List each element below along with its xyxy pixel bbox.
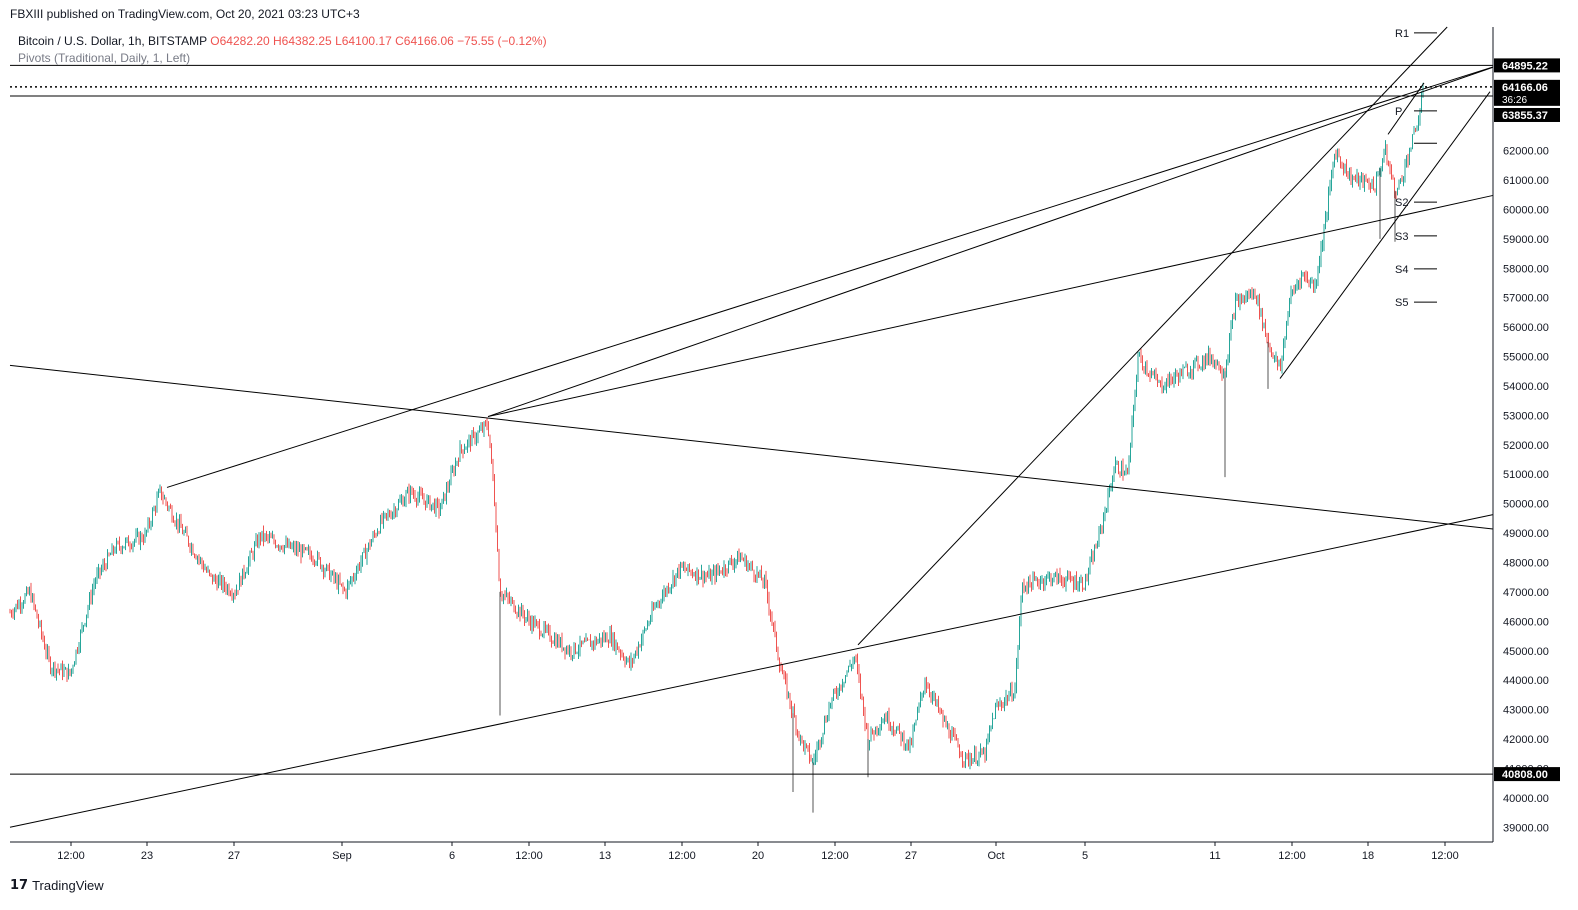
time-tick-label: 12:00 (57, 850, 85, 862)
trend-line (857, 26, 1448, 646)
price-tick-label: 44000.00 (1503, 675, 1549, 687)
symbol-legend: Bitcoin / U.S. Dollar, 1h, BITSTAMP O642… (18, 34, 547, 48)
pivot-label: R1 (1395, 28, 1409, 40)
trend-line (9, 514, 1494, 828)
time-tick-label: 27 (228, 850, 240, 862)
price-tick-label: 62000.00 (1503, 146, 1549, 158)
trend-line (487, 66, 1494, 418)
pivot-label: P (1395, 106, 1402, 118)
price-tick-label: 60000.00 (1503, 204, 1549, 216)
price-tag-label: 64166.06 (1502, 82, 1548, 94)
time-axis: 12:00 23 27 Sep 6 12:00 13 12:00 20 12:00 27 Oct 5 11… (57, 842, 1459, 862)
price-tag-label: 64895.22 (1502, 60, 1548, 72)
price-tick-label: 55000.00 (1503, 352, 1549, 364)
spike-wicks-layer (499, 168, 1396, 813)
price-tag (1494, 107, 1560, 122)
time-tick-label: 12:00 (1431, 850, 1459, 862)
time-tick-label: 12:00 (1278, 850, 1306, 862)
price-tag-label: 40808.00 (1502, 769, 1548, 781)
pivot-label: S2 (1395, 197, 1408, 209)
price-tick-label: 40000.00 (1503, 793, 1549, 805)
price-tick-label: 56000.00 (1503, 322, 1549, 334)
time-tick-label: Oct (987, 850, 1004, 862)
trend-lines-layer (9, 26, 1494, 828)
trend-line (9, 364, 1494, 530)
trend-line (1279, 91, 1491, 379)
time-tick-label: 20 (752, 850, 764, 862)
time-tick-label: 12:00 (515, 850, 543, 862)
pivot-label: S3 (1395, 231, 1408, 243)
price-tag (1494, 767, 1560, 782)
price-tag-countdown: 36:26 (1502, 95, 1527, 106)
price-tick-label: 42000.00 (1503, 734, 1549, 746)
candles-layer (9, 82, 1424, 770)
price-tick-label: 49000.00 (1503, 528, 1549, 540)
time-tick-label: 23 (141, 850, 153, 862)
tradingview-logo-icon: 17 (10, 878, 29, 893)
price-tick-label: 57000.00 (1503, 293, 1549, 305)
price-tick-label: 52000.00 (1503, 440, 1549, 452)
price-axis: 39000.0040000.0041000.0042000.0043000.00… (1503, 146, 1549, 835)
indicator-legend: Pivots (Traditional, Daily, 1, Left) (18, 51, 191, 65)
pivot-label: S4 (1395, 264, 1408, 276)
price-tick-label: 43000.00 (1503, 705, 1549, 717)
time-tick-label: 13 (599, 850, 611, 862)
time-tick-label: 6 (449, 850, 455, 862)
price-tag (1494, 58, 1560, 73)
price-tag-label: 63855.37 (1502, 110, 1548, 122)
price-tag (1494, 79, 1560, 106)
time-tick-label: 11 (1209, 850, 1220, 862)
time-tick-label: Sep (332, 850, 352, 862)
price-tick-label: 47000.00 (1503, 587, 1549, 599)
time-tick-label: 12:00 (821, 850, 849, 862)
time-tick-label: 18 (1362, 850, 1374, 862)
pivot-label: S5 (1395, 297, 1408, 309)
price-tick-label: 54000.00 (1503, 381, 1549, 393)
trend-line (1387, 82, 1425, 135)
price-tick-label: 50000.00 (1503, 499, 1549, 511)
price-tick-label: 45000.00 (1503, 646, 1549, 658)
symbol-name: Bitcoin / U.S. Dollar, 1h, BITSTAMP (18, 34, 207, 48)
brand-name: TradingView (32, 878, 104, 893)
time-tick-label: 12:00 (668, 850, 696, 862)
time-tick-label: 27 (905, 850, 917, 862)
ohlc-values: O64282.20 H64382.25 L64100.17 C64166.06 … (210, 34, 547, 48)
price-tick-label: 61000.00 (1503, 175, 1549, 187)
price-tick-label: 51000.00 (1503, 469, 1549, 481)
price-tick-label: 53000.00 (1503, 410, 1549, 422)
horizontal-levels-layer (10, 64, 1493, 775)
pivots-layer: R1 P S2 S3 S4 S5 (1395, 28, 1437, 309)
time-tick-label: 5 (1082, 850, 1088, 862)
price-tick-label: 39000.00 (1503, 822, 1549, 834)
tradingview-brand[interactable]: 17 TradingView (10, 878, 104, 893)
price-tick-label: 48000.00 (1503, 557, 1549, 569)
price-tick-label: 59000.00 (1503, 234, 1549, 246)
trend-line (487, 194, 1494, 418)
price-tick-label: 58000.00 (1503, 263, 1549, 275)
trend-line (166, 66, 1494, 488)
price-tick-label: 46000.00 (1503, 616, 1549, 628)
publisher-line: FBXIII published on TradingView.com, Oct… (10, 7, 360, 21)
